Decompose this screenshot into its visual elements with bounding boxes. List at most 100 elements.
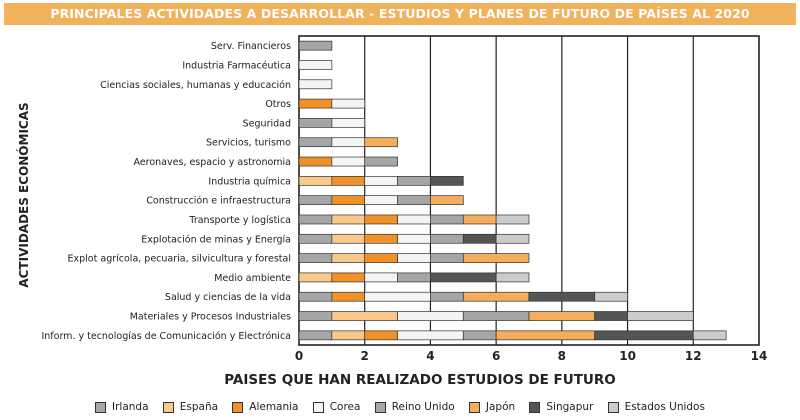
bar-segment <box>298 40 333 51</box>
bar-segment <box>298 118 333 128</box>
bar-segment <box>331 311 398 321</box>
bar-segment <box>462 214 497 225</box>
bar-segment <box>364 195 398 206</box>
bar-segment <box>331 214 366 225</box>
y-tick-label: Explotación de minas y Energía <box>141 234 291 245</box>
y-tick-label: Salud y ciencias de la vida <box>165 292 291 303</box>
y-tick-label: Otros <box>265 99 291 110</box>
bar-segment <box>298 60 333 70</box>
bar-segment <box>298 214 333 225</box>
bar-segment <box>298 253 333 263</box>
chart-title: PRINCIPALES ACTIVIDADES A DESARROLLAR - … <box>4 3 796 25</box>
x-tick-label: 4 <box>426 349 434 363</box>
bar-segment <box>298 233 333 244</box>
y-tick-label: Medio ambiente <box>214 273 291 284</box>
bar-segment <box>430 214 464 225</box>
legend-label: Irlanda <box>112 401 149 413</box>
bar-segment <box>528 311 596 321</box>
bar-segment <box>397 195 431 206</box>
legend-label: Reino Unido <box>391 401 455 413</box>
bar-segment <box>298 156 333 167</box>
bar-segment <box>298 137 333 148</box>
x-tick-label: 12 <box>685 349 702 363</box>
bar-segment <box>364 233 398 244</box>
x-axis-label: PAISES QUE HAN REALIZADO ESTUDIOS DE FUT… <box>224 372 616 388</box>
legend-label: Singapur <box>546 401 594 413</box>
bar-segment <box>462 291 530 302</box>
bar-segment <box>430 291 464 302</box>
legend-swatch <box>607 401 619 413</box>
bar-segment <box>331 195 366 206</box>
bar-segment <box>397 272 431 283</box>
legend: Irlanda España Alemania Corea Reino Unido Jap… <box>95 398 705 416</box>
bar-segment <box>594 291 628 302</box>
bar-segment <box>397 175 431 186</box>
bar-segment <box>364 137 398 148</box>
plot-frame <box>298 35 760 346</box>
y-tick-label: Construcción e infraestructura <box>146 196 291 207</box>
bar-segment <box>594 330 694 341</box>
bar-segment <box>430 272 497 283</box>
legend-item: España <box>162 401 219 413</box>
y-tick-label: Servicios, turismo <box>206 138 291 149</box>
bar-segment <box>495 330 596 341</box>
legend-label: Alemania <box>249 401 299 413</box>
y-tick-label: Ciencias sociales, humanas y educación <box>100 80 291 91</box>
y-tick-label: Serv. Financieros <box>211 41 291 52</box>
bar-segment <box>298 195 333 206</box>
bar-segment <box>462 233 497 244</box>
legend-item: Reino Unido <box>374 401 455 413</box>
y-tick-label: Industria química <box>208 176 291 187</box>
bar-segment <box>462 253 530 263</box>
bar-segment <box>298 79 333 90</box>
y-tick-label: Explot agrícola, pecuaria, silvicultura … <box>68 254 291 265</box>
legend-label: Estados Unidos <box>624 401 705 413</box>
bar-segment <box>298 175 333 186</box>
bar-segment <box>331 137 366 148</box>
bar-segment <box>430 233 464 244</box>
bar-segment <box>298 272 333 283</box>
bar-segment <box>528 291 596 302</box>
legend-item: Alemania <box>232 401 299 413</box>
bar-segment <box>331 98 366 109</box>
legend-item: Estados Unidos <box>607 401 705 413</box>
y-tick-label: Materiales y Procesos Industriales <box>130 312 291 323</box>
bar-segment <box>430 175 464 186</box>
bar-segment <box>364 330 398 341</box>
bar-segment <box>462 311 530 321</box>
legend-swatch <box>312 401 324 413</box>
legend-item: Corea <box>312 401 360 413</box>
bar-segment <box>397 233 431 244</box>
bar-segment <box>397 253 431 263</box>
bar-segment <box>364 175 398 186</box>
legend-swatch <box>162 401 174 413</box>
bar-segment <box>364 156 398 167</box>
legend-swatch <box>468 401 480 413</box>
bar-segment <box>298 330 333 341</box>
y-tick-label: Transporte y logística <box>188 215 291 226</box>
bar-segment <box>594 311 628 321</box>
bar-segment <box>364 253 398 263</box>
legend-swatch <box>529 401 541 413</box>
bar-segment <box>397 214 431 225</box>
bar-segment <box>331 330 366 341</box>
x-tick-label: 2 <box>361 349 369 363</box>
bar-segment <box>495 214 530 225</box>
x-tick-label: 6 <box>492 349 500 363</box>
legend-label: España <box>179 401 219 413</box>
bar-segment <box>298 291 333 302</box>
bar-segment <box>331 291 366 302</box>
bar-segment <box>692 330 727 341</box>
bar-segment <box>495 272 530 283</box>
x-tick-label: 14 <box>751 349 768 363</box>
bar-segment <box>331 272 366 283</box>
bar-segment <box>298 98 333 109</box>
bar-segment <box>364 272 398 283</box>
legend-label: Japón <box>485 401 516 413</box>
y-tick-label: Aeronaves, espacio y astronomia <box>133 157 291 168</box>
bar-segment <box>397 311 464 321</box>
legend-swatch <box>374 401 386 413</box>
x-tick-label: 10 <box>619 349 636 363</box>
bar-segment <box>430 253 464 263</box>
